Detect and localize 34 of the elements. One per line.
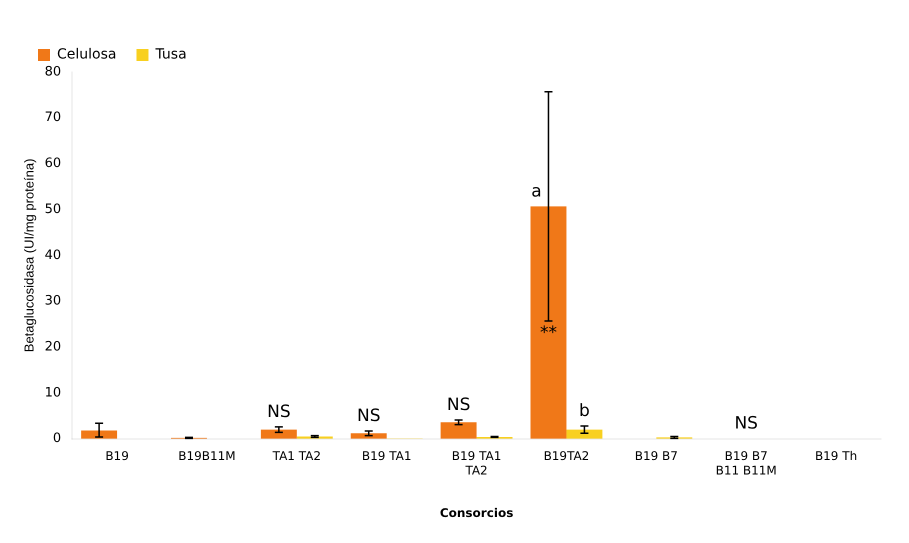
y-tick-label: 80 <box>44 64 62 80</box>
x-tick-label: B19B11M <box>178 449 236 464</box>
bar <box>566 430 602 439</box>
x-tick-label: B19 B7 <box>634 449 678 464</box>
annotation: NS <box>446 394 470 415</box>
x-tick-label: B19 TA1 TA2 <box>452 449 502 478</box>
y-tick-label: 20 <box>44 339 62 354</box>
bar <box>81 430 118 439</box>
x-tick-label: TA1 TA2 <box>272 449 321 464</box>
y-tick-label: 40 <box>44 248 62 263</box>
y-tick-label: 60 <box>44 156 62 172</box>
legend-label: Celulosa <box>57 46 116 63</box>
bar <box>440 422 477 439</box>
x-tick-label: B19 Th <box>814 449 858 464</box>
annotation: b <box>579 400 590 421</box>
annotation: a <box>531 181 542 202</box>
x-tick-label: B19 <box>105 449 129 464</box>
annotation: NS <box>734 414 758 434</box>
x-tick-label: B19TA2 <box>544 449 590 464</box>
y-axis-title: Betaglucosidasa (UI/mg proteína) <box>21 158 36 352</box>
bar <box>530 206 566 439</box>
y-tick-label: 50 <box>44 202 62 217</box>
bar <box>260 430 297 439</box>
annotation: ** <box>540 322 557 343</box>
y-tick-label: 0 <box>52 431 62 446</box>
x-tick-label: B19 B7 B11 B11M <box>716 449 777 478</box>
annotation: NS <box>267 402 291 422</box>
annotation: NS <box>356 406 380 426</box>
x-tick-label: B19 TA1 <box>362 449 412 464</box>
legend-label: Tusa <box>154 46 187 63</box>
x-axis-title: Consorcios <box>440 506 514 520</box>
y-tick-label: 30 <box>44 294 62 309</box>
y-tick-label: 70 <box>44 110 62 126</box>
y-tick-label: 10 <box>44 385 62 400</box>
